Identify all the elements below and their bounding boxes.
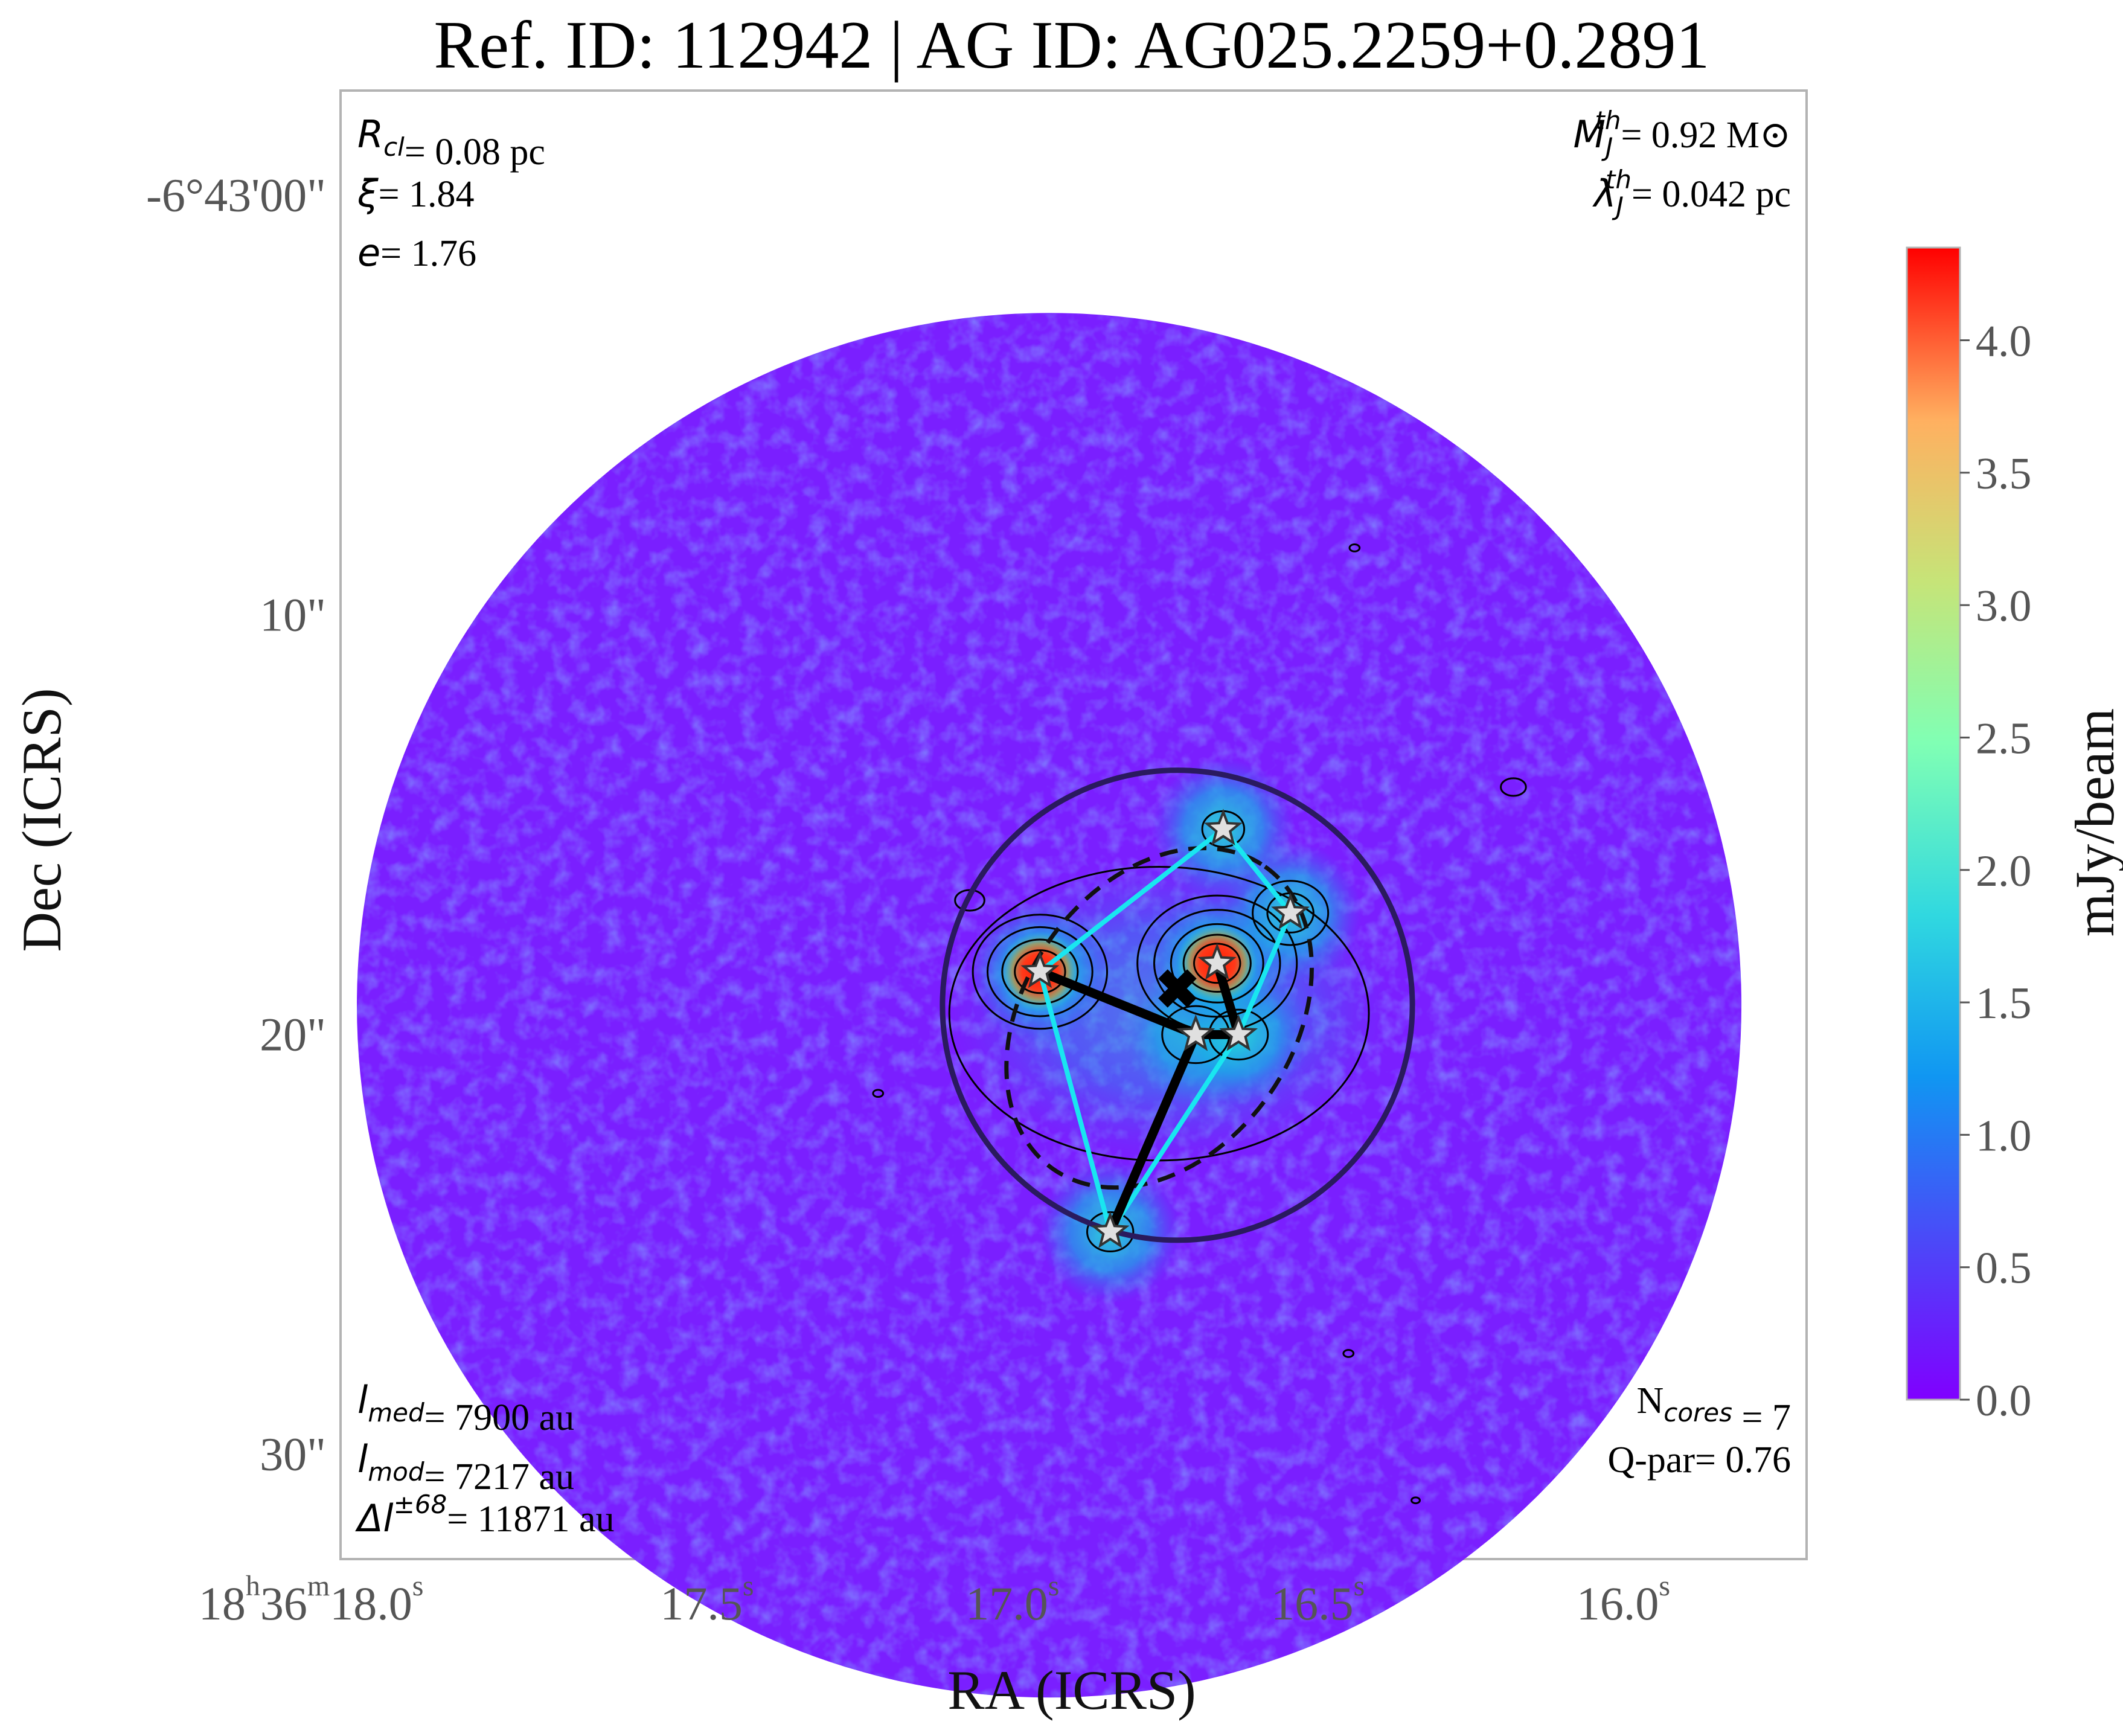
noise-contour xyxy=(1411,1496,1421,1505)
mst-edge xyxy=(1106,1030,1200,1237)
mst-edge xyxy=(1035,967,1200,1039)
annotation-line: Rcl= 0.08 pc xyxy=(357,112,545,173)
colorbar-tick-label: 0.0 xyxy=(1976,1376,2032,1426)
convex-hull-edge xyxy=(1037,969,1113,1235)
annotation-line: Q-par= 0.76 xyxy=(1607,1440,1791,1481)
annotation-line: ξ= 1.84 xyxy=(357,171,475,216)
colorbar-tick-label: 0.5 xyxy=(1976,1244,2032,1293)
annotation-line: λJth= 0.042 pc xyxy=(1592,165,1791,221)
core-contour xyxy=(987,926,1094,1017)
core-star-marker xyxy=(1271,892,1310,930)
intensity-map xyxy=(357,313,1742,1698)
clump-radius-circle xyxy=(940,767,1415,1243)
annotation-line: Δl±68= 11871 au xyxy=(355,1490,614,1540)
colorbar-tick-label: 2.0 xyxy=(1976,847,2032,896)
x-tick-label: 17.5s xyxy=(660,1570,754,1630)
y-axis-label: Dec (ICRS) xyxy=(11,688,72,952)
annotation-line: lmod= 7217 au xyxy=(357,1437,574,1497)
chart-title: Ref. ID: 112942 | AG ID: AG025.2259+0.28… xyxy=(434,8,1710,83)
y-tick-label: 30" xyxy=(260,1427,326,1480)
centroid-x-marker xyxy=(1158,969,1197,1008)
annotation-line: e= 1.76 xyxy=(357,231,476,275)
core-contour xyxy=(1252,880,1330,946)
y-tick-label: 10" xyxy=(260,589,326,641)
y-tick-label: -6°43'00" xyxy=(146,169,326,222)
annotation-panel: Rcl= 0.08 pcξ= 1.84 e= 1.76 MJth= 0.92 M⊙λ… xyxy=(355,106,1791,1540)
x-axis-label: RA (ICRS) xyxy=(947,1659,1196,1721)
colorbar-label: mJy/beam xyxy=(2064,708,2123,937)
convex-hull-edge xyxy=(1037,826,1226,975)
colorbar-gradient xyxy=(1906,246,1961,1401)
core-star-marker xyxy=(1203,809,1243,846)
colorbar-tick-label: 1.5 xyxy=(1976,979,2032,1028)
noise-contour xyxy=(872,1089,885,1098)
colorbar: 0.0 0.5 1.0 1.5 2.0 2.5 3.0 3.5 4.0 mJy/beam xyxy=(1906,246,2123,1426)
mst-edge xyxy=(1212,958,1243,1039)
annotation-line: lmed= 7900 au xyxy=(357,1378,574,1438)
colorbar-tick-label: 3.5 xyxy=(1976,449,2032,499)
colorbar-tick-label: 2.5 xyxy=(1976,714,2032,763)
x-tick-label: 16.0s xyxy=(1577,1570,1670,1630)
annotation-line: MJth= 0.92 M⊙ xyxy=(1573,106,1791,162)
core-star-marker xyxy=(1176,1014,1215,1051)
core-star-marker xyxy=(1219,1014,1258,1051)
colorbar-tick-label: 1.0 xyxy=(1976,1111,2032,1161)
convex-hull-edge xyxy=(1107,1032,1241,1235)
core-contour xyxy=(972,914,1109,1030)
core-star-marker xyxy=(1090,1211,1130,1249)
y-tick-label: 20" xyxy=(260,1008,326,1060)
core-contour xyxy=(1170,923,1264,1004)
convex-hull-edge xyxy=(1236,910,1293,1037)
colorbar-tick-label: 3.0 xyxy=(1976,581,2032,631)
core-contour xyxy=(1014,949,1066,995)
noise-contour xyxy=(1342,1349,1355,1358)
colorbar-tick-label: 4.0 xyxy=(1976,317,2032,367)
noise-contour xyxy=(1348,543,1361,553)
annotation-line: Ncores = 7 xyxy=(1636,1380,1791,1438)
core-contour xyxy=(1182,934,1252,993)
noise-contour xyxy=(1500,777,1527,797)
x-tick-label: 18h36m18.0s xyxy=(199,1570,424,1630)
x-tick-label: 16.5s xyxy=(1271,1570,1365,1630)
core-star-marker xyxy=(1020,951,1060,988)
core-star-marker xyxy=(1197,943,1237,980)
x-tick-label: 17.0s xyxy=(965,1570,1059,1630)
core-contour xyxy=(1001,938,1079,1005)
